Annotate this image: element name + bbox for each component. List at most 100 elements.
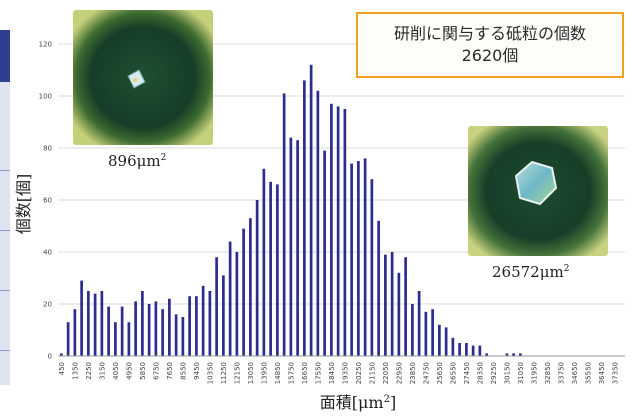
x-tick-label: 24750 xyxy=(422,362,430,384)
histogram-bar xyxy=(471,345,475,356)
x-tick-label: 28350 xyxy=(476,362,484,384)
histogram-bar xyxy=(424,311,428,356)
histogram-bar xyxy=(87,291,90,356)
histogram-bar xyxy=(377,220,380,356)
histogram-bar xyxy=(168,298,171,356)
x-tick-label: 30150 xyxy=(503,362,511,384)
histogram-bar xyxy=(330,103,333,356)
x-tick-label: 3150 xyxy=(98,362,106,380)
histogram-bar xyxy=(323,150,326,356)
histogram-bar xyxy=(127,322,131,356)
histogram-bar xyxy=(201,285,205,356)
histogram-bar xyxy=(222,275,225,356)
histogram-bar xyxy=(100,291,104,356)
x-tick-label: 11250 xyxy=(220,362,228,384)
y-tick-label: 60 xyxy=(43,197,52,205)
y-tick-label: 120 xyxy=(39,41,52,49)
side-strip-divider xyxy=(0,350,10,351)
y-tick-label: 0 xyxy=(48,353,52,361)
histogram-bar xyxy=(228,241,232,356)
x-tick-label: 15750 xyxy=(287,362,295,384)
x-tick-label: 37350 xyxy=(611,362,619,384)
histogram-bar xyxy=(80,280,83,356)
side-strip-accent xyxy=(0,30,10,82)
histogram-bar xyxy=(316,90,320,357)
histogram-bar xyxy=(438,324,441,356)
y-tick-label: 80 xyxy=(43,145,52,153)
histogram-bar xyxy=(282,93,286,357)
histogram-bar xyxy=(120,306,124,356)
histogram-bar xyxy=(73,309,77,356)
x-tick-label: 33750 xyxy=(557,362,565,384)
x-tick-label: 13950 xyxy=(260,362,268,384)
histogram-bar xyxy=(519,353,522,356)
histogram-bar xyxy=(249,218,252,356)
histogram-bar xyxy=(303,80,306,357)
y-axis-title: 個数[個] xyxy=(14,174,33,235)
histogram-bar xyxy=(485,353,488,356)
x-tick-label: 36450 xyxy=(598,362,606,384)
x-tick-label: 35550 xyxy=(584,362,592,384)
histogram-bar xyxy=(276,184,279,356)
histogram-bar xyxy=(66,322,70,356)
side-strip-divider xyxy=(0,290,10,291)
x-tick-label: 8550 xyxy=(179,362,187,380)
histogram-bar xyxy=(458,343,461,356)
histogram-bar xyxy=(336,106,340,357)
histogram-bar xyxy=(465,343,468,356)
x-tick-label: 6750 xyxy=(152,362,160,380)
histogram-bar xyxy=(107,306,110,356)
histogram-bar xyxy=(141,291,144,356)
y-tick-label: 20 xyxy=(43,301,52,309)
histogram-bar xyxy=(195,296,198,356)
histogram-bar xyxy=(343,109,347,356)
x-tick-label: 10350 xyxy=(206,362,214,384)
histogram-bar xyxy=(451,337,455,356)
x-tick-label: 17550 xyxy=(314,362,322,384)
micrograph-small-grain xyxy=(73,10,213,145)
x-tick-label: 9450 xyxy=(193,362,201,380)
histogram-bar xyxy=(384,254,387,356)
histogram-bar xyxy=(397,272,401,356)
x-tick-label: 27450 xyxy=(463,362,471,384)
histogram-bar xyxy=(390,252,394,356)
x-tick-label: 12150 xyxy=(233,362,241,384)
x-tick-label: 5850 xyxy=(139,362,147,380)
x-tick-label: 2250 xyxy=(85,362,93,380)
slide-side-strip xyxy=(0,30,10,385)
x-tick-label: 25650 xyxy=(436,362,444,384)
bars xyxy=(60,64,522,357)
histogram-bar xyxy=(235,252,239,356)
histogram-bar xyxy=(114,322,117,356)
x-tick-label: 4950 xyxy=(125,362,133,380)
histogram-bar xyxy=(242,228,245,356)
histogram-bar xyxy=(181,317,185,356)
histogram-bar xyxy=(350,163,353,356)
x-tick-label: 23850 xyxy=(409,362,417,384)
histogram-bar xyxy=(174,314,178,356)
x-tick-label: 22050 xyxy=(382,362,390,384)
y-ticks: 0 20 40 60 80 100 120 xyxy=(39,41,52,361)
x-tick-label: 7650 xyxy=(166,362,174,380)
histogram-bar xyxy=(309,64,313,357)
histogram-bar xyxy=(404,257,407,356)
x-tick-label: 19350 xyxy=(341,362,349,384)
histogram-bar xyxy=(417,291,421,356)
x-tick-label: 450 xyxy=(58,362,66,375)
y-tick-label: 100 xyxy=(39,93,52,101)
histogram-bar xyxy=(289,137,293,356)
x-tick-label: 26550 xyxy=(449,362,457,384)
annotation-line-2: 2620個 xyxy=(461,46,519,65)
micrograph-small-label: 896μm2 xyxy=(108,152,167,170)
histogram-bar xyxy=(478,345,482,356)
histogram-bar xyxy=(93,293,97,356)
x-tick-label: 1350 xyxy=(71,362,79,380)
annotation-box: 研削に関与する砥粒の個数 2620個 xyxy=(356,12,624,78)
histogram-bar xyxy=(188,296,191,356)
histogram-bar xyxy=(357,161,360,356)
histogram-bar xyxy=(134,301,137,356)
histogram-bar xyxy=(370,179,374,356)
histogram-bar xyxy=(505,353,509,356)
micrograph-large-label: 26572μm2 xyxy=(492,263,570,281)
x-tick-label: 31050 xyxy=(517,362,525,384)
